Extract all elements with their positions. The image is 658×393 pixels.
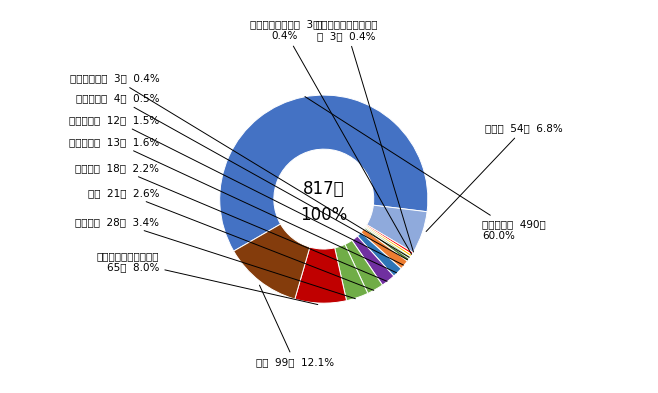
Text: 飛来・落下  12人  1.5%: 飛来・落下 12人 1.5%: [69, 115, 403, 265]
Text: 崩壊・倒壊  4人  0.5%: 崩壊・倒壊 4人 0.5%: [76, 93, 407, 260]
Wedge shape: [365, 227, 411, 259]
Wedge shape: [295, 247, 347, 303]
Wedge shape: [335, 244, 368, 301]
Wedge shape: [361, 229, 407, 269]
Wedge shape: [220, 95, 428, 251]
Wedge shape: [234, 224, 310, 299]
Wedge shape: [345, 241, 382, 294]
Text: 817人: 817人: [303, 180, 345, 198]
Text: 動作の反動  490人
60.0%: 動作の反動 490人 60.0%: [305, 97, 545, 241]
Text: 高温・低温の物との接
触  3人  0.4%: 高温・低温の物との接 触 3人 0.4%: [315, 19, 413, 252]
Wedge shape: [365, 226, 412, 257]
Text: はさまれ・巻き込まれ
65人  8.0%: はさまれ・巻き込まれ 65人 8.0%: [97, 251, 318, 305]
Wedge shape: [357, 233, 401, 276]
Wedge shape: [364, 228, 409, 261]
Text: 100%: 100%: [300, 206, 347, 224]
Text: 転倒  99人  12.1%: 転倒 99人 12.1%: [255, 285, 334, 367]
Text: 切れ・こすれ  3人  0.4%: 切れ・こすれ 3人 0.4%: [70, 73, 409, 257]
Text: 激突  21人  2.6%: 激突 21人 2.6%: [88, 188, 374, 290]
Text: 交通事故（道路）  3人
0.4%: 交通事故（道路） 3人 0.4%: [249, 19, 411, 254]
Text: 激突され  18人  2.2%: 激突され 18人 2.2%: [76, 163, 387, 281]
Text: つまづき  28人  3.4%: つまづき 28人 3.4%: [76, 217, 355, 299]
Text: 墜落・転落  13人  1.6%: 墜落・転落 13人 1.6%: [69, 137, 397, 273]
Wedge shape: [367, 205, 427, 253]
Text: その他  54人  6.8%: その他 54人 6.8%: [426, 123, 563, 231]
Wedge shape: [366, 225, 413, 255]
Wedge shape: [352, 236, 394, 285]
